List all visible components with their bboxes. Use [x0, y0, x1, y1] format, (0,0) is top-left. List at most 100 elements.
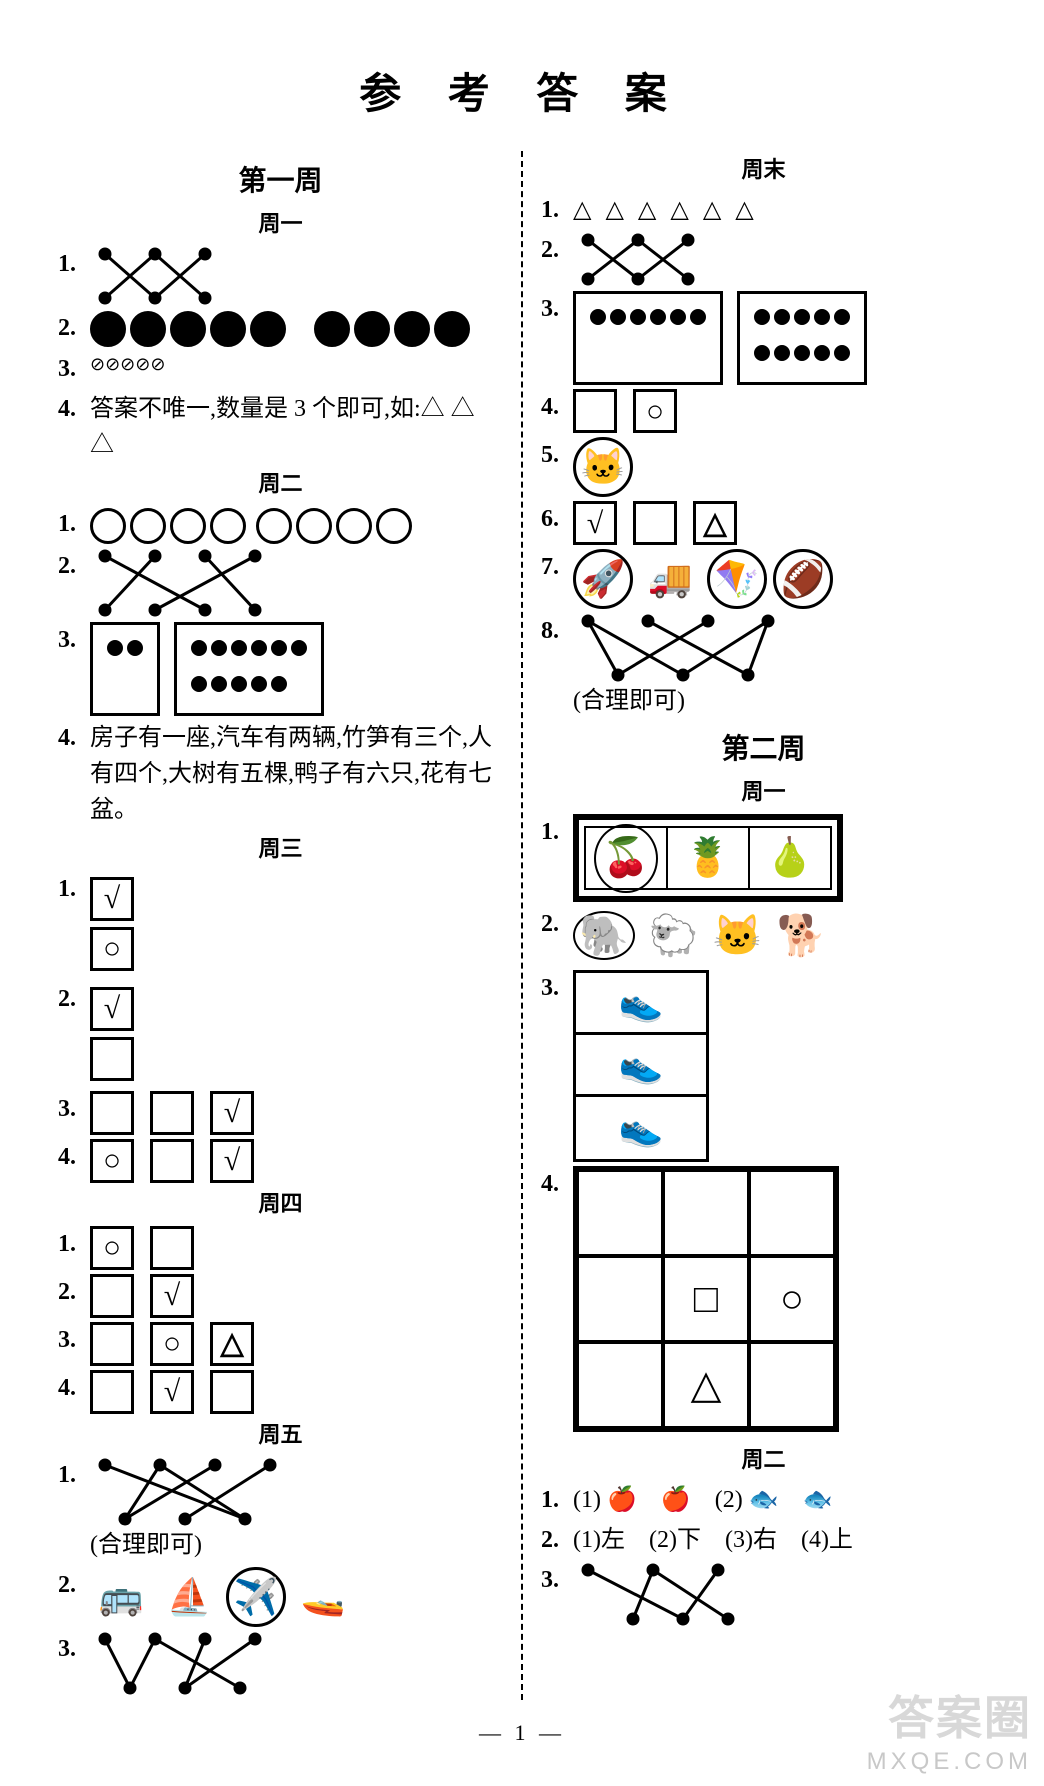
answer-graphic	[573, 1562, 986, 1627]
check-box	[150, 1091, 194, 1135]
item-number: 2.	[541, 906, 573, 942]
answer-graphic	[573, 232, 986, 287]
cross-match-icon	[90, 548, 270, 618]
shoe-icon: 👟	[576, 1097, 706, 1159]
answer-row: 4. 房子有一座,汽车有两辆,竹笋有三个,人有四个,大树有五棵,鸭子有六只,花有…	[58, 720, 503, 828]
item-number: 3.	[58, 1091, 90, 1127]
bus-icon: 🚌	[90, 1574, 152, 1620]
note-text: (合理即可)	[90, 1532, 202, 1558]
cross-match-icon	[573, 1562, 743, 1627]
shape-grid: □ ○ △	[573, 1166, 839, 1432]
item-number: 3.	[58, 351, 90, 387]
week-heading: 第二周	[541, 729, 986, 771]
day-heading: 周二	[541, 1443, 986, 1476]
answer-row: 3.	[541, 291, 986, 385]
cherry-icon: 🍒	[594, 824, 657, 893]
answer-boxes: ○	[90, 1226, 503, 1270]
answer-graphic: 👟 👟 👟	[573, 970, 986, 1162]
answer-row: 2. 🚌 ⛵ ✈️ 🚤	[58, 1567, 503, 1627]
answer-row: 1. 🍒 🍍 🍐	[541, 814, 986, 902]
week-heading: 第一周	[58, 161, 503, 203]
item-number: 1.	[541, 192, 573, 228]
sheep-icon: 🐑	[649, 913, 699, 958]
check-box	[633, 501, 677, 545]
item-number: 2.	[541, 232, 573, 268]
item-number: 4.	[58, 1139, 90, 1175]
answer-text: (1)左 (2)下 (3)右 (4)上	[573, 1522, 986, 1558]
truck-icon: 🚚	[639, 556, 701, 602]
item-number: 4.	[541, 389, 573, 425]
kite-icon: 🪁	[707, 549, 767, 609]
answer-graphic: 🚌 ⛵ ✈️ 🚤	[90, 1567, 503, 1627]
item-number: 3.	[58, 622, 90, 658]
answer-row: 4. 答案不唯一,数量是 3 个即可,如:△ △ △	[58, 391, 503, 463]
item-number: 4.	[58, 720, 90, 756]
answer-graphic	[90, 310, 503, 347]
check-box: △	[693, 501, 737, 545]
check-box: △	[210, 1322, 254, 1366]
answer-row: 7. 🚀 🚚 🪁 🏈	[541, 549, 986, 609]
check-box	[90, 1322, 134, 1366]
cross-match-icon	[90, 1631, 280, 1696]
answer-boxes: √	[90, 1091, 503, 1135]
answer-text: (1) 🍎 🍎 (2) 🐟 🐟	[573, 1482, 986, 1518]
cross-match-icon	[90, 1457, 350, 1527]
answer-row: 3. 👟 👟 👟	[541, 970, 986, 1162]
answer-row: 1.	[58, 506, 503, 543]
two-column-layout: 第一周 周一 1. 2.	[40, 151, 1004, 1700]
item-number: 2.	[58, 310, 90, 346]
day-heading: 周五	[58, 1418, 503, 1451]
check-box: ○	[90, 1139, 134, 1183]
item-number: 1.	[541, 814, 573, 850]
answer-graphic	[90, 548, 503, 618]
day-heading: 周一	[541, 775, 986, 808]
answer-row: 4. ○ √	[58, 1139, 503, 1183]
answer-row: 1.	[58, 246, 503, 306]
answer-text: △ △ △ △ △ △	[573, 192, 986, 228]
check-box	[90, 1370, 134, 1414]
answer-boxes: √	[90, 1274, 503, 1318]
answer-graphic: 🍒 🍍 🍐	[573, 814, 986, 902]
dot-box	[90, 622, 160, 716]
shoe-icon: 👟	[576, 973, 706, 1035]
answer-row: 3. √	[58, 1091, 503, 1135]
answer-graphic	[90, 1631, 503, 1696]
check-box	[90, 1037, 134, 1081]
answer-row: 2.	[58, 548, 503, 618]
check-box	[150, 1226, 194, 1270]
check-box: √	[573, 501, 617, 545]
answer-row: 2.	[541, 232, 986, 287]
item-number: 3.	[541, 291, 573, 327]
answer-boxes: ○	[573, 389, 986, 433]
answer-boxes: √ △	[573, 501, 986, 545]
answer-row: 2. √	[58, 981, 503, 1087]
cross-match-icon	[573, 613, 833, 683]
item-number: 4.	[58, 391, 90, 427]
answer-graphic	[90, 622, 503, 716]
answer-row: 1. (1) 🍎 🍎 (2) 🐟 🐟	[541, 1482, 986, 1518]
item-number: 1.	[541, 1482, 573, 1518]
answer-row: 2.	[58, 310, 503, 347]
answer-graphic: 🐱	[573, 437, 986, 497]
answer-graphic: 🚀 🚚 🪁 🏈	[573, 549, 986, 609]
answer-row: 3. ○ △	[58, 1322, 503, 1366]
check-box: √	[210, 1091, 254, 1135]
check-box: ○	[90, 927, 134, 971]
ship-icon: 🚤	[292, 1574, 354, 1620]
day-heading: 周三	[58, 832, 503, 865]
cat-icon: 🐱	[713, 913, 763, 958]
answer-row: 3. ⊘⊘⊘⊘⊘	[58, 351, 503, 387]
watermark-text-top: 答案圈	[867, 1682, 1032, 1748]
item-number: 1.	[58, 246, 90, 282]
pear-icon: 🍐	[748, 826, 832, 890]
page-title: 参 考 答 案	[40, 60, 1004, 121]
check-box: √	[150, 1370, 194, 1414]
answer-row: 2. √	[58, 1274, 503, 1318]
day-heading: 周一	[58, 207, 503, 240]
item-number: 4.	[58, 1370, 90, 1406]
cross-match-icon	[90, 246, 220, 306]
item-number: 2.	[58, 1274, 90, 1310]
answer-row: 4. □ ○	[541, 1166, 986, 1439]
item-number: 2.	[58, 981, 90, 1017]
answer-row: 3.	[58, 1631, 503, 1696]
